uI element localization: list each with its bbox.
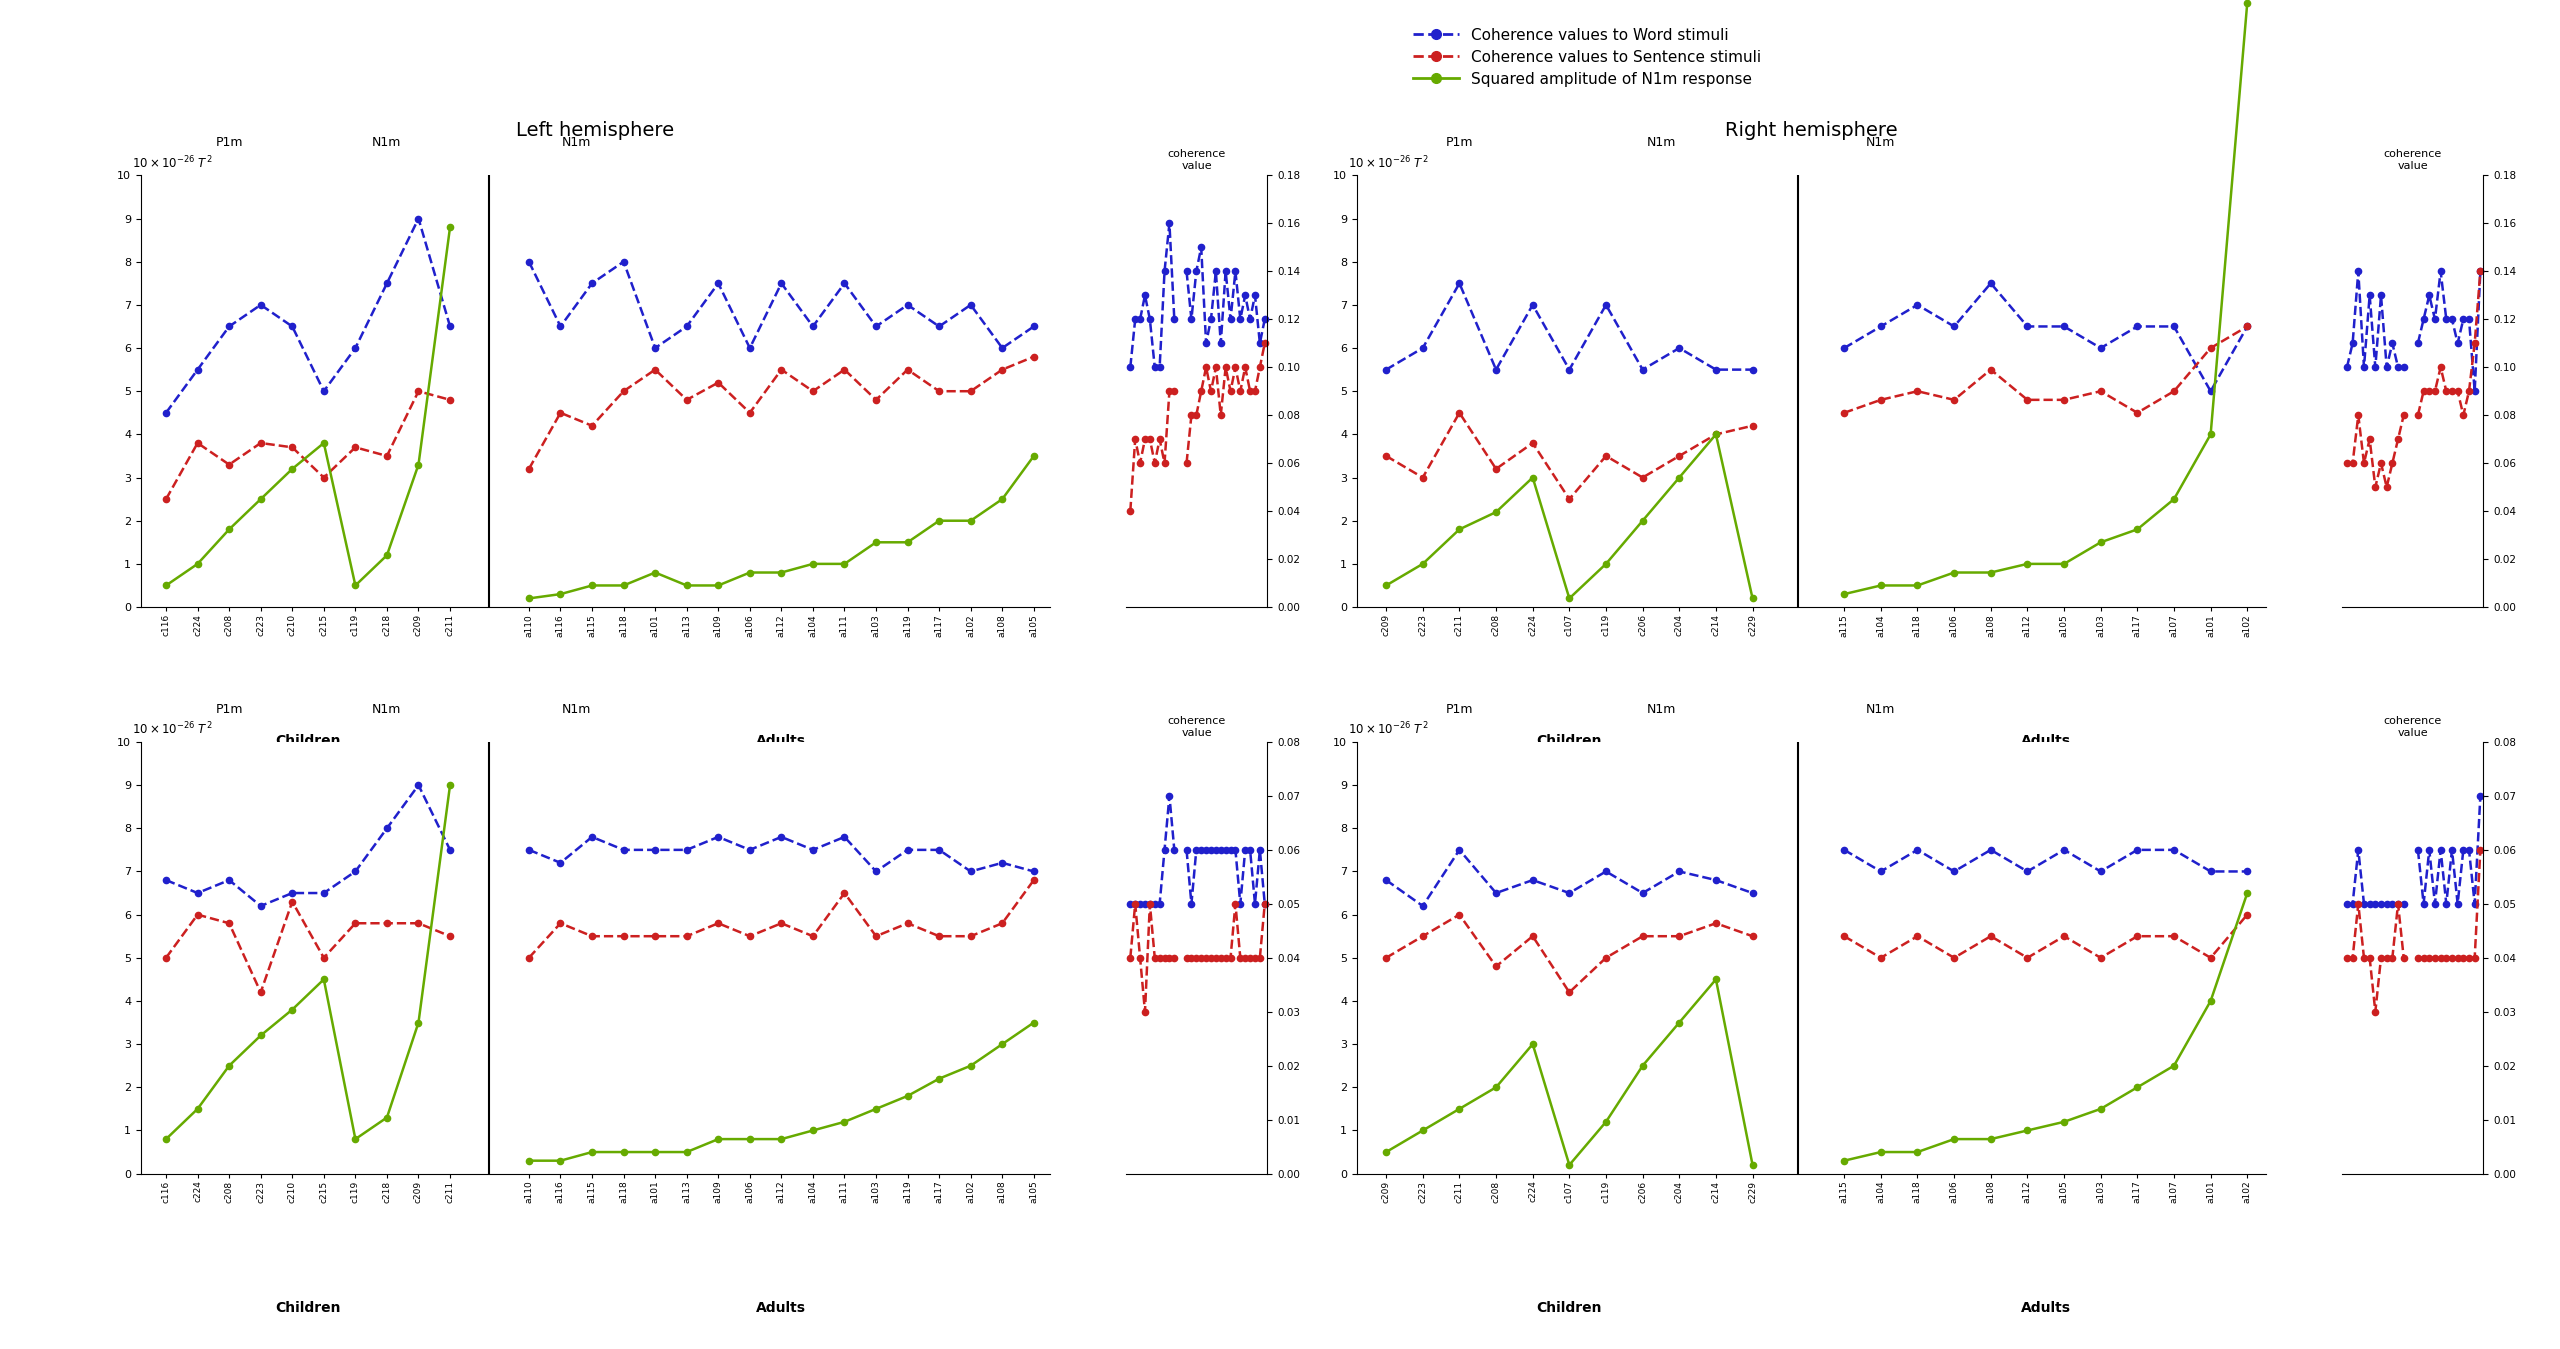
Text: $10 \times 10^{-26}\ T^2$: $10 \times 10^{-26}\ T^2$ <box>131 154 212 171</box>
Text: P1m: P1m <box>215 136 243 150</box>
Text: $10 \times 10^{-26}\ T^2$: $10 \times 10^{-26}\ T^2$ <box>1347 154 1428 171</box>
Text: Adults: Adults <box>2020 1300 2071 1315</box>
Text: coherence
value: coherence value <box>2383 716 2442 738</box>
Text: P1m: P1m <box>1446 703 1472 716</box>
Text: N1m: N1m <box>1866 136 1894 150</box>
Text: N1m: N1m <box>1646 703 1677 716</box>
Text: P1m: P1m <box>215 703 243 716</box>
Text: N1m: N1m <box>371 703 402 716</box>
Text: $10 \times 10^{-26}\ T^2$: $10 \times 10^{-26}\ T^2$ <box>131 720 212 738</box>
Text: N1m: N1m <box>561 136 591 150</box>
Title: Right hemisphere: Right hemisphere <box>1725 121 1897 140</box>
Text: coherence
value: coherence value <box>1167 716 1226 738</box>
Text: P1m: P1m <box>1446 136 1472 150</box>
Text: Children: Children <box>276 1300 340 1315</box>
Text: Children: Children <box>276 734 340 749</box>
Text: Children: Children <box>1536 1300 1603 1315</box>
Text: N1m: N1m <box>561 703 591 716</box>
Legend: Coherence values to Word stimuli, Coherence values to Sentence stimuli, Squared : Coherence values to Word stimuli, Cohere… <box>1408 22 1766 93</box>
Text: coherence
value: coherence value <box>2383 150 2442 171</box>
Text: N1m: N1m <box>1646 136 1677 150</box>
Text: Adults: Adults <box>755 1300 806 1315</box>
Text: $10 \times 10^{-26}\ T^2$: $10 \times 10^{-26}\ T^2$ <box>1347 720 1428 738</box>
Title: Left hemisphere: Left hemisphere <box>517 121 673 140</box>
Text: Adults: Adults <box>2020 734 2071 749</box>
Text: N1m: N1m <box>1866 703 1894 716</box>
Text: Children: Children <box>1536 734 1603 749</box>
Text: Adults: Adults <box>755 734 806 749</box>
Text: coherence
value: coherence value <box>1167 150 1226 171</box>
Text: N1m: N1m <box>371 136 402 150</box>
